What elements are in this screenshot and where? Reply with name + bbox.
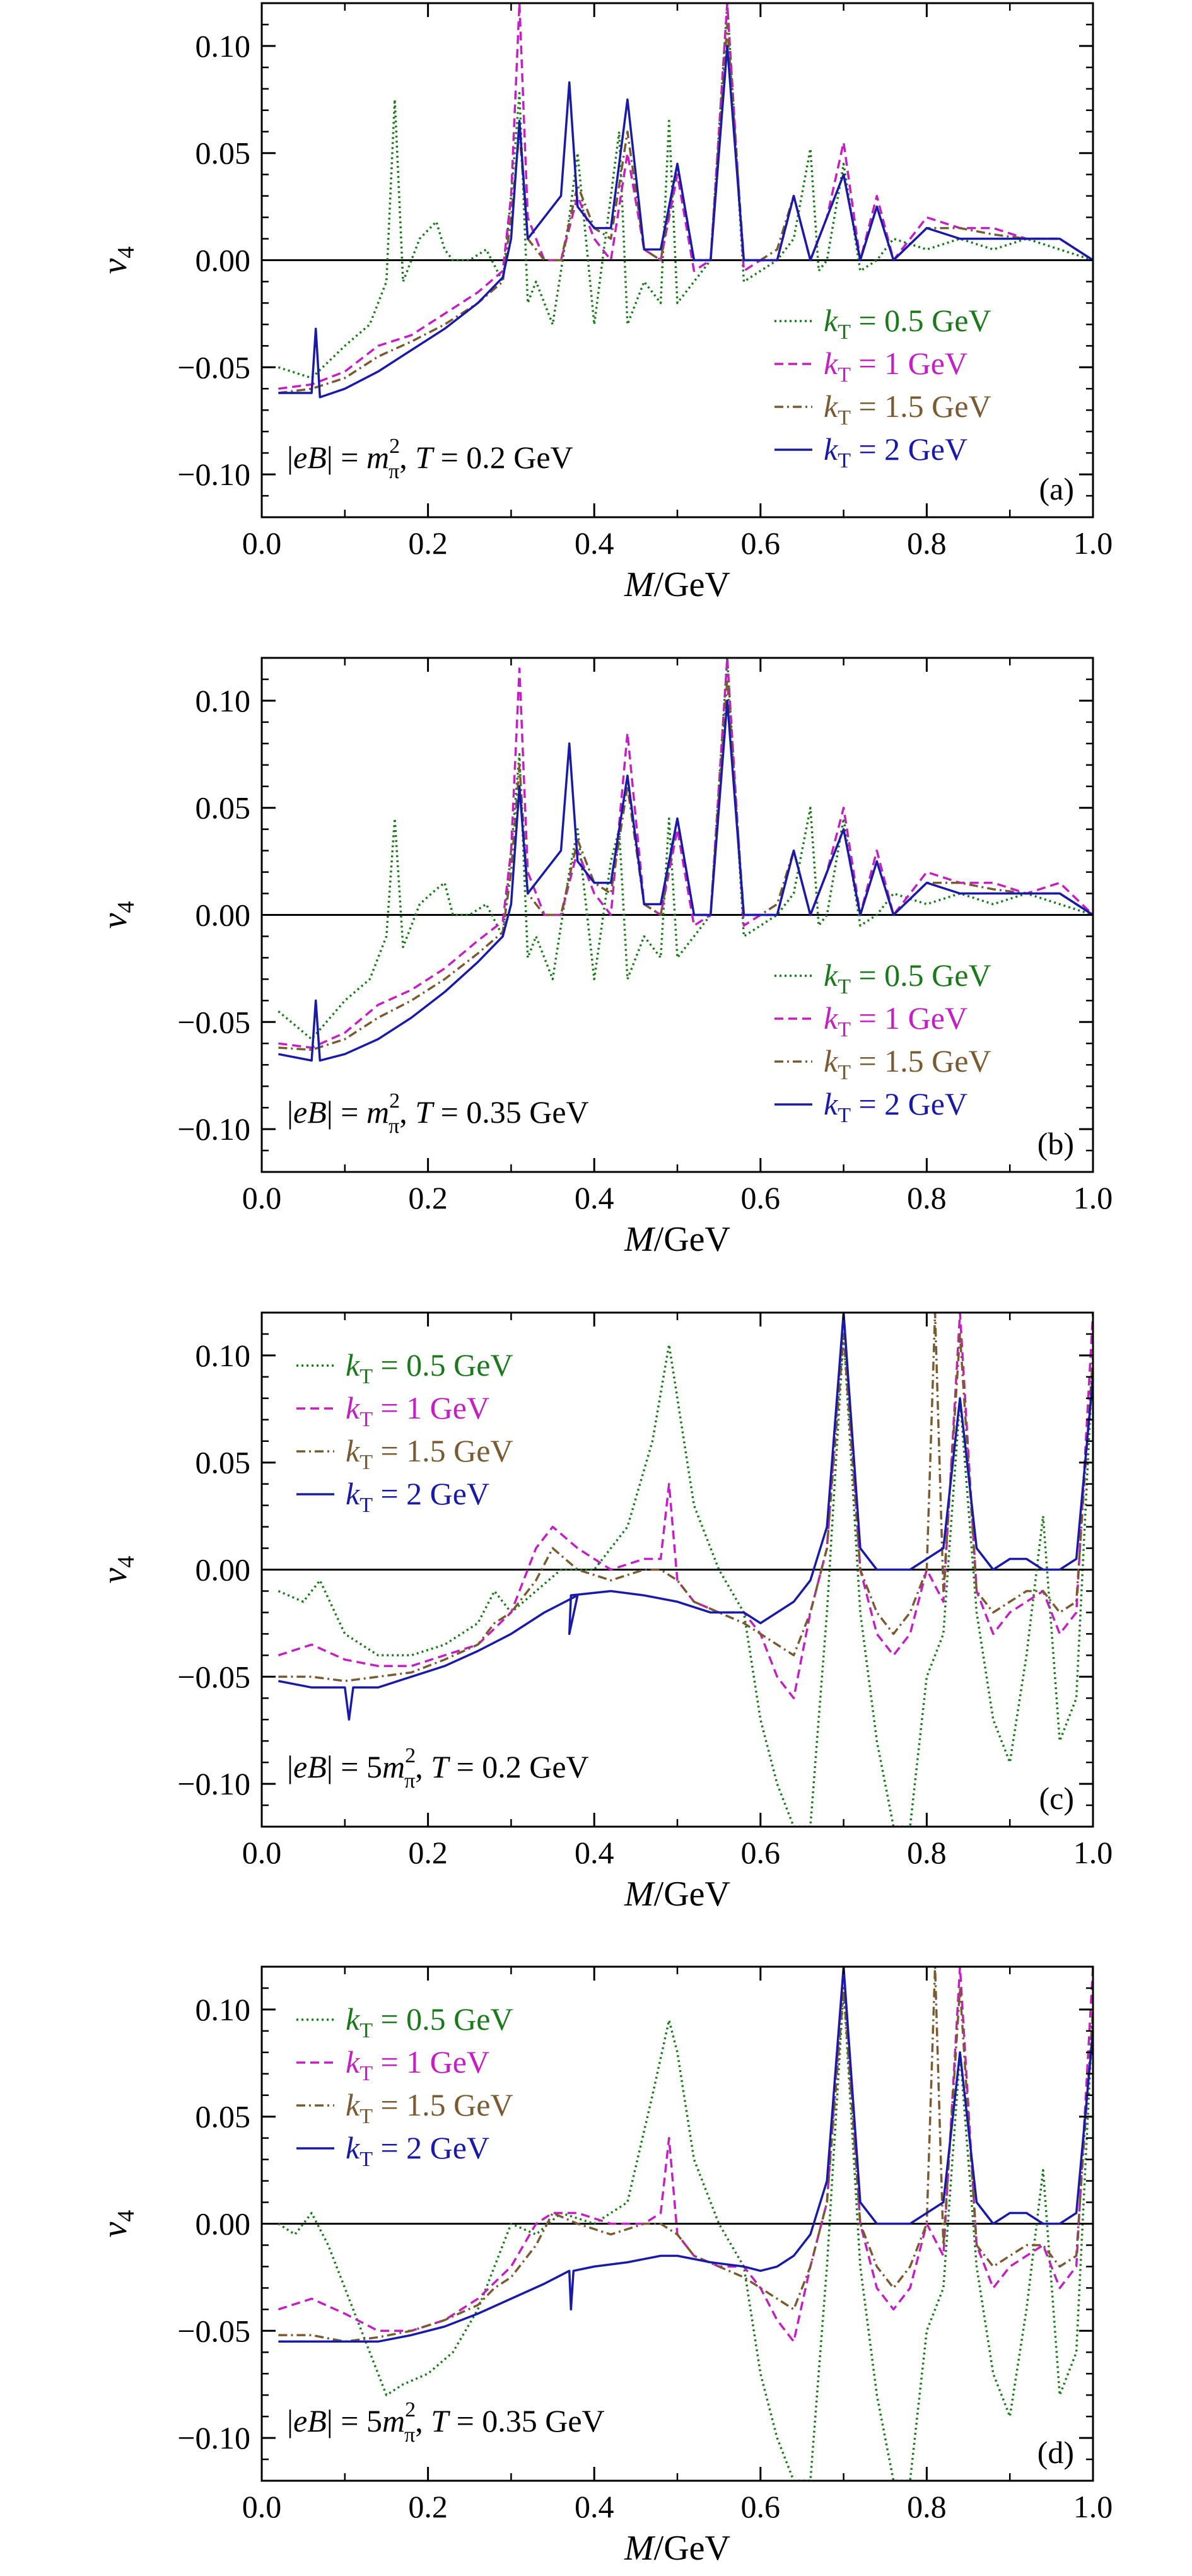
x-tick-label: 0.4 — [575, 2489, 614, 2524]
x-tick-label: 0.0 — [242, 1180, 282, 1215]
series-line-1 — [278, 658, 1093, 1041]
legend-entry: kT = 1.5 GeV — [824, 1043, 991, 1084]
y-tick-label: 0.05 — [196, 136, 251, 171]
series-line-4 — [278, 1967, 1093, 2343]
y-axis-label: v4 — [95, 247, 139, 274]
series-line-4 — [278, 1313, 1093, 1721]
annotation-text: |eB| = 5m2 π, T = 0.2 GeV — [287, 1744, 589, 1793]
legend-entry: kT = 2 GeV — [346, 1476, 489, 1517]
y-tick-label: 0.00 — [196, 1552, 251, 1588]
y-tick-label: −0.10 — [177, 1766, 250, 1801]
y-tick-label: 0.00 — [196, 243, 251, 278]
x-axis-label: M/GeV — [624, 2529, 730, 2568]
x-tick-label: 0.8 — [907, 525, 947, 561]
series-line-4 — [278, 45, 1093, 399]
x-tick-label: 0.6 — [741, 1180, 781, 1215]
y-tick-label: 0.00 — [196, 898, 251, 933]
y-tick-label: 0.10 — [196, 1338, 251, 1373]
x-axis-label: M/GeV — [624, 1220, 730, 1259]
annotation-text: |eB| = m2 π, T = 0.35 GeV — [287, 1089, 589, 1138]
panel-4: 0.0 0.2 0.4 0.6 0.8 1.0 −0.10 −0.05 0.00 0.05 0.10… — [95, 1965, 1113, 2568]
panel-label: (b) — [1037, 1126, 1074, 1161]
y-tick-label: −0.10 — [177, 457, 250, 492]
x-axis-label: M/GeV — [624, 1875, 730, 1914]
x-tick-label: 0.4 — [575, 525, 614, 561]
x-tick-label: 0.2 — [408, 2489, 448, 2524]
legend-entry: kT = 1 GeV — [346, 2044, 489, 2085]
x-axis-label: M/GeV — [624, 565, 730, 604]
y-axis-label: v4 — [95, 901, 139, 929]
panel-1: 0.0 0.2 0.4 0.6 0.8 1.0 −0.10 −0.05 0.00 0.05 0.10… — [95, 2, 1113, 604]
x-tick-label: 0.6 — [741, 1835, 781, 1870]
y-tick-label: −0.10 — [177, 1111, 250, 1147]
x-tick-label: 1.0 — [1073, 1835, 1113, 1870]
legend-entry: kT = 0.5 GeV — [824, 957, 991, 998]
panel-label: (c) — [1039, 1781, 1075, 1816]
y-tick-label: 0.05 — [196, 1445, 251, 1480]
y-axis-label: v4 — [95, 2210, 139, 2238]
x-tick-label: 0.0 — [242, 2489, 282, 2524]
x-tick-label: 1.0 — [1073, 2489, 1113, 2524]
legend-entry: kT = 1 GeV — [824, 1000, 967, 1041]
y-tick-label: −0.05 — [177, 349, 250, 385]
panel-3: 0.0 0.2 0.4 0.6 0.8 1.0 −0.10 −0.05 0.00 0.05 0.10… — [95, 1311, 1113, 1914]
x-tick-label: 0.6 — [741, 2489, 781, 2524]
y-tick-label: 0.10 — [196, 28, 251, 64]
series-line-4 — [278, 700, 1093, 1062]
y-tick-label: −0.10 — [177, 2420, 250, 2456]
x-tick-label: 1.0 — [1073, 525, 1113, 561]
y-tick-label: −0.05 — [177, 2313, 250, 2348]
x-tick-label: 0.0 — [242, 525, 282, 561]
series-line-3 — [278, 1313, 1093, 1682]
y-tick-label: 0.10 — [196, 1992, 251, 2027]
series-line-3 — [278, 1967, 1093, 2343]
x-tick-label: 0.8 — [907, 2489, 947, 2524]
x-tick-label: 0.8 — [907, 1180, 947, 1215]
annotation-text: |eB| = 5m2 π, T = 0.35 GeV — [287, 2398, 605, 2447]
x-tick-label: 0.0 — [242, 1835, 282, 1870]
series-line-1 — [278, 1987, 1093, 2481]
x-tick-label: 0.2 — [408, 525, 448, 561]
x-tick-label: 0.8 — [907, 1835, 947, 1870]
x-tick-label: 1.0 — [1073, 1180, 1113, 1215]
series-line-2 — [278, 1967, 1093, 2343]
legend-entry: kT = 1.5 GeV — [346, 2087, 513, 2128]
legend-entry: kT = 0.5 GeV — [346, 1347, 513, 1388]
legend-entry: kT = 0.5 GeV — [824, 303, 991, 344]
y-tick-label: −0.05 — [177, 1659, 250, 1694]
x-tick-label: 0.4 — [575, 1835, 614, 1870]
x-tick-label: 0.2 — [408, 1835, 448, 1870]
legend-entry: kT = 1 GeV — [346, 1390, 489, 1431]
x-tick-label: 0.4 — [575, 1180, 614, 1215]
series-line-1 — [278, 1333, 1093, 1827]
y-tick-label: −0.05 — [177, 1004, 250, 1039]
legend-entry: kT = 2 GeV — [824, 431, 967, 472]
legend-entry: kT = 0.5 GeV — [346, 2001, 513, 2042]
y-tick-label: 0.05 — [196, 2099, 251, 2134]
panel-label: (a) — [1039, 471, 1075, 506]
panel-2: 0.0 0.2 0.4 0.6 0.8 1.0 −0.10 −0.05 0.00 0.05 0.10… — [95, 657, 1113, 1259]
x-tick-label: 0.6 — [741, 525, 781, 561]
legend-entry: kT = 1.5 GeV — [824, 389, 991, 430]
y-tick-label: 0.05 — [196, 790, 251, 826]
legend-entry: kT = 1.5 GeV — [346, 1433, 513, 1474]
annotation-text: |eB| = m2 π, T = 0.2 GeV — [287, 435, 573, 483]
legend-entry: kT = 1 GeV — [824, 346, 967, 387]
legend-entry: kT = 2 GeV — [346, 2130, 489, 2171]
y-tick-label: 0.10 — [196, 683, 251, 718]
panel-label: (d) — [1037, 2435, 1074, 2470]
y-tick-label: 0.00 — [196, 2206, 251, 2242]
y-axis-label: v4 — [95, 1556, 139, 1584]
x-tick-label: 0.2 — [408, 1180, 448, 1215]
legend-entry: kT = 2 GeV — [824, 1086, 967, 1127]
